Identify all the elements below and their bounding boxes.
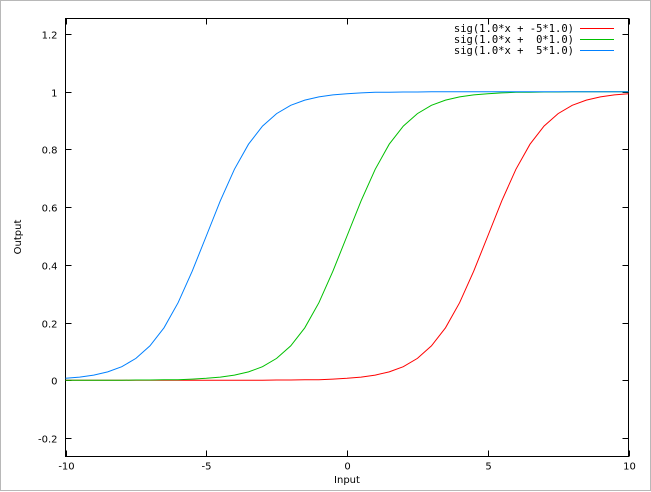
y-tick-label: 1 [51,89,57,100]
x-tick-label: -5 [202,462,212,473]
x-tick-label: 5 [485,462,491,473]
y-tick-label: 0.6 [42,204,58,215]
y-tick-label: 0.4 [42,262,58,273]
legend-label: sig(1.0*x + 5*1.0) [454,45,574,57]
y-tick-label: 0 [51,377,57,388]
y-tick-label: -0.2 [38,435,58,446]
x-axis-label: Input [334,475,360,486]
legend-label: sig(1.0*x + 0*1.0) [454,34,574,46]
x-tick-label: 10 [623,462,636,473]
series-line-2 [65,91,629,379]
y-tick-label: 0.8 [42,146,58,157]
legend-label: sig(1.0*x + -5*1.0) [454,23,574,35]
x-tick-label: -10 [58,462,74,473]
series-line-1 [65,91,629,381]
y-tick-label: 1.2 [42,31,58,42]
y-tick-label: 0.2 [42,320,58,331]
x-tick-label: 0 [344,462,350,473]
plot-border [65,18,629,457]
y-axis-label: Output [13,220,24,255]
